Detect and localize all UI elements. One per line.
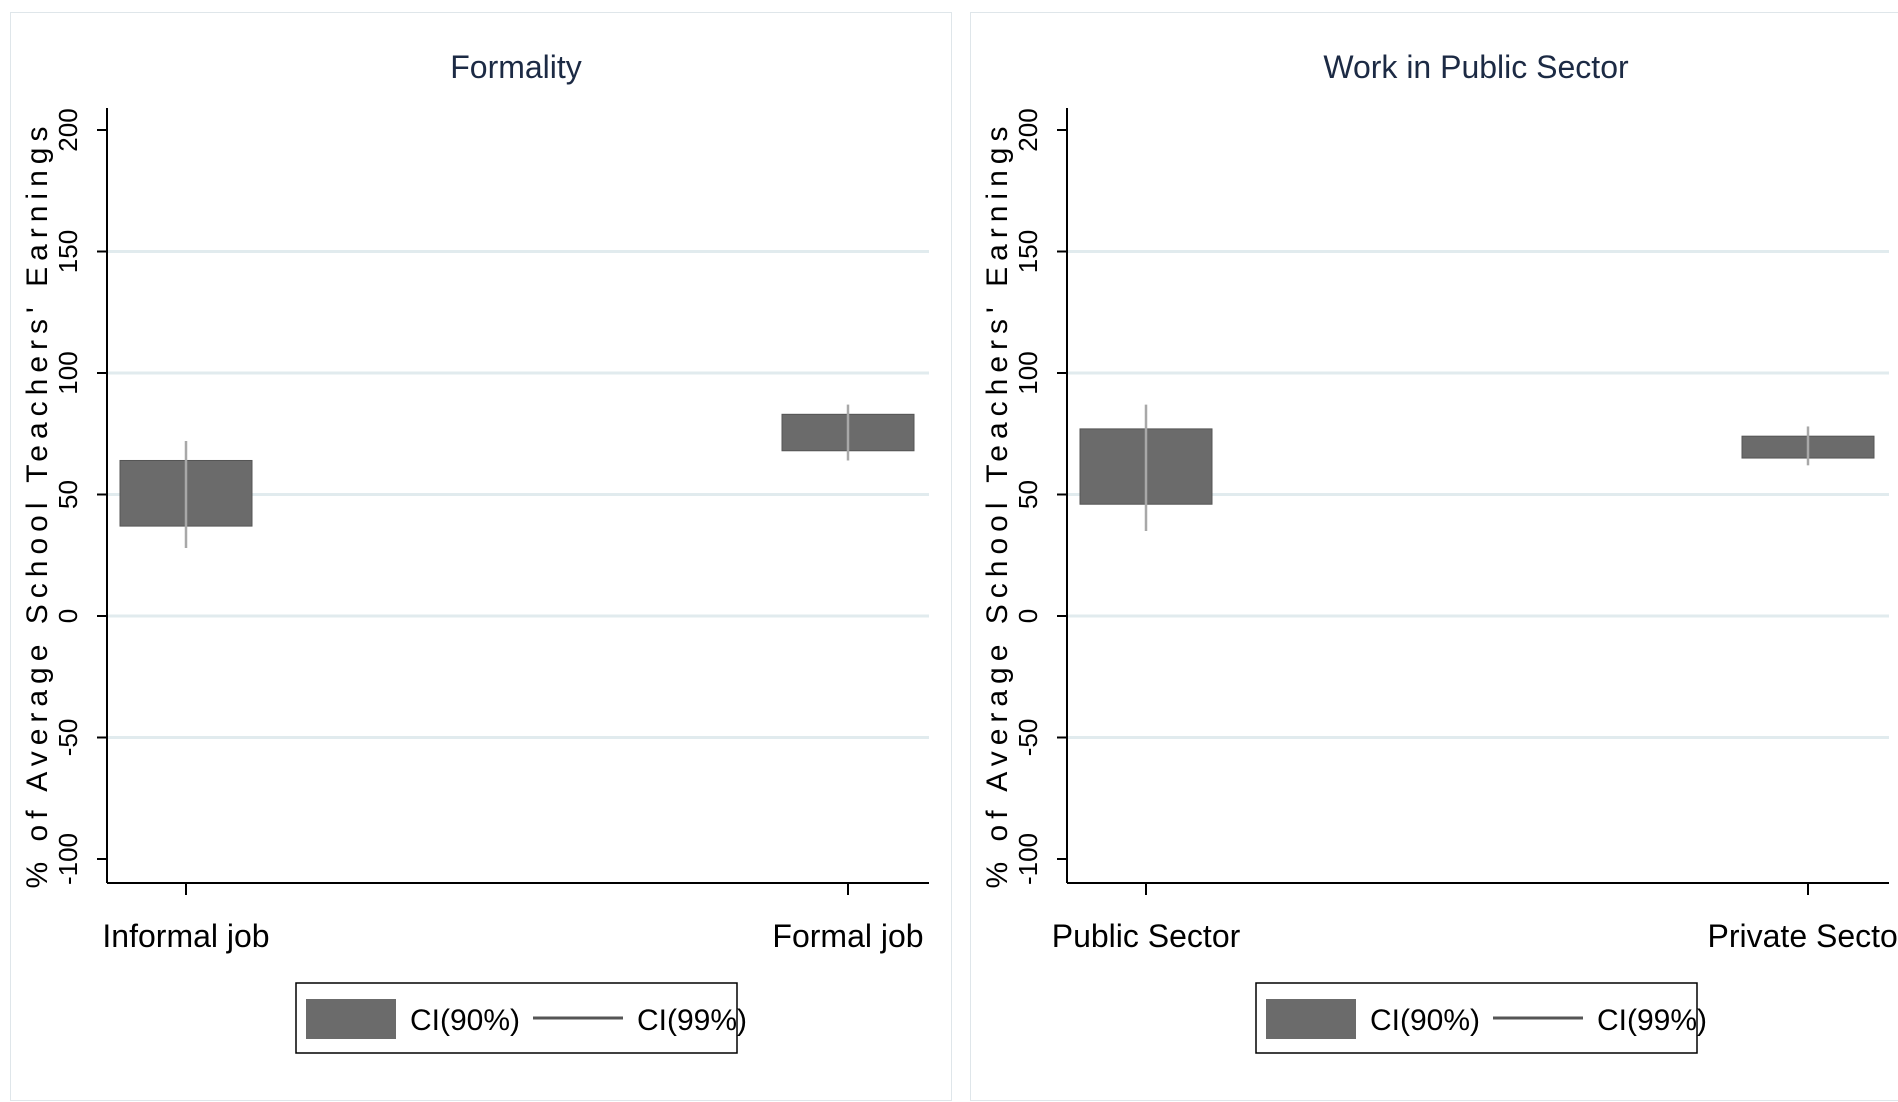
x-tick-label: Informal job <box>102 918 269 954</box>
chart-formality: -100 -50 0 50 100 150 200% of Average School T… <box>21 49 929 1054</box>
legend-label-ci99: CI(99%) <box>1597 1004 1707 1037</box>
chart-title: Formality <box>450 49 582 85</box>
chart-panel-public-sector: -100 -50 0 50 100 150 200% of Average School T… <box>970 12 1898 1101</box>
y-axis-title: % of Average School Teachers' Earnings <box>981 121 1014 889</box>
y-tick-label: 150 <box>53 230 83 273</box>
x-tick-label: Formal job <box>772 918 923 954</box>
y-tick-label: 100 <box>1013 351 1043 394</box>
y-tick-label: -50 <box>53 719 83 757</box>
legend-swatch-ci90 <box>306 999 396 1039</box>
legend-swatch-ci90 <box>1266 999 1356 1039</box>
chart-panel-formality: -100 -50 0 50 100 150 200% of Average School T… <box>10 12 952 1101</box>
y-tick-label: -50 <box>1013 719 1043 757</box>
legend-label-ci90: CI(90%) <box>410 1004 520 1037</box>
legend-label-ci99: CI(99%) <box>637 1004 747 1037</box>
y-tick-label: 200 <box>53 108 83 151</box>
chart-title: Work in Public Sector <box>1323 49 1629 85</box>
y-tick-label: 100 <box>53 351 83 394</box>
y-tick-label: 150 <box>1013 230 1043 273</box>
y-tick-label: 0 <box>53 609 83 623</box>
y-tick-label: -100 <box>53 833 83 885</box>
y-axis-title: % of Average School Teachers' Earnings <box>21 121 54 889</box>
chart-public-sector: -100 -50 0 50 100 150 200% of Average School T… <box>981 49 1898 1054</box>
y-tick-label: 50 <box>1013 480 1043 509</box>
y-tick-label: -100 <box>1013 833 1043 885</box>
y-tick-label: 0 <box>1013 609 1043 623</box>
legend-label-ci90: CI(90%) <box>1370 1004 1480 1037</box>
x-tick-label: Public Sector <box>1052 918 1241 954</box>
y-tick-label: 200 <box>1013 108 1043 151</box>
x-tick-label: Private Sector <box>1708 918 1898 954</box>
y-tick-label: 50 <box>53 480 83 509</box>
